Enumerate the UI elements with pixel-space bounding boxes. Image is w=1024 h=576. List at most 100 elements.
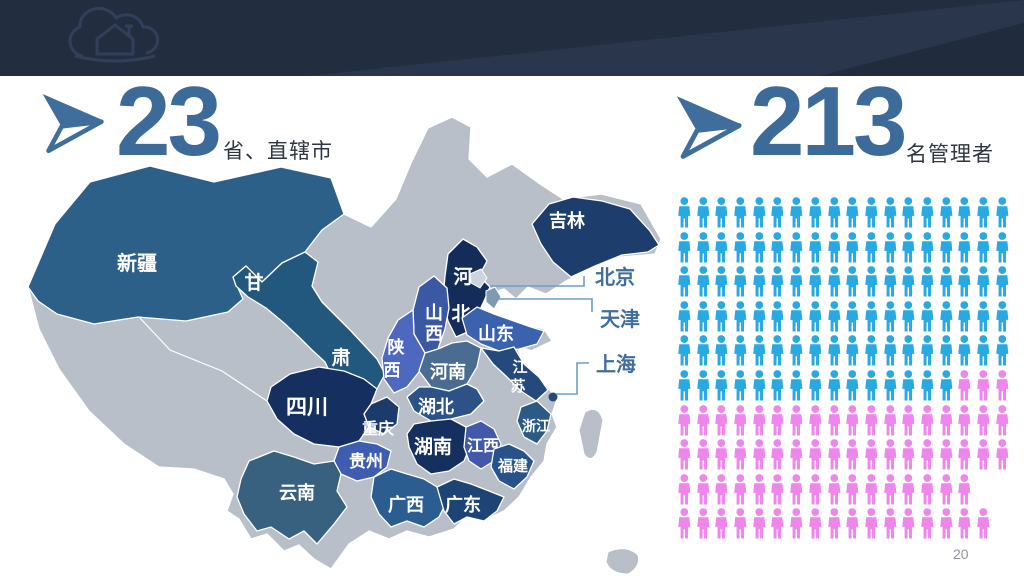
- province-label-yunnan: 云南: [279, 482, 315, 503]
- person-icon-blue: [863, 301, 880, 332]
- person-icon-blue: [751, 301, 768, 332]
- person-icon-blue: [676, 232, 693, 263]
- person-icon-blue: [807, 266, 824, 297]
- person-icon-blue: [695, 370, 712, 401]
- person-icon-pink: [863, 474, 880, 505]
- person-icon-blue: [956, 232, 973, 263]
- person-icon-blue: [863, 335, 880, 366]
- stat-value-provinces: 23: [116, 66, 222, 176]
- person-icon-blue: [695, 197, 712, 228]
- person-icon-pink: [732, 439, 749, 470]
- person-icon-blue: [863, 266, 880, 297]
- person-icon-blue: [826, 370, 843, 401]
- person-icon-blue: [882, 335, 899, 366]
- person-icon-pink: [919, 439, 936, 470]
- person-icon-blue: [732, 370, 749, 401]
- arrow-bullet-icon: [676, 96, 742, 159]
- person-icon-blue: [844, 370, 861, 401]
- page-number: 20: [953, 546, 969, 562]
- person-icon-pink: [676, 405, 693, 436]
- person-icon-blue: [769, 266, 786, 297]
- province-label-hubei: 湖北: [418, 397, 454, 417]
- person-icon-pink: [751, 439, 768, 470]
- person-icon-pink: [994, 439, 1011, 470]
- person-icon-blue: [994, 232, 1011, 263]
- map-island-taiwan: [578, 408, 604, 459]
- province-label-hunan: 湖南: [414, 436, 452, 458]
- person-icon-pink: [882, 508, 899, 539]
- pictogram-row: [676, 266, 1016, 297]
- person-icon-blue: [938, 301, 955, 332]
- pictogram-row: [676, 439, 1016, 470]
- person-icon-pink: [695, 439, 712, 470]
- person-icon-blue: [788, 335, 805, 366]
- person-icon-blue: [900, 335, 917, 366]
- person-icon-blue: [713, 301, 730, 332]
- person-icon-pink: [676, 474, 693, 505]
- person-icon-blue: [900, 232, 917, 263]
- person-icon-pink: [732, 508, 749, 539]
- person-icon-pink: [882, 439, 899, 470]
- province-label-fujian: 福建: [497, 457, 529, 475]
- callout-label-shanghai: 上海: [596, 352, 636, 376]
- stat-value-managers: 213: [750, 66, 908, 176]
- region-tianjin: [485, 286, 502, 310]
- person-icon-pink: [863, 508, 880, 539]
- person-icon-pink: [844, 439, 861, 470]
- person-icon-blue: [975, 335, 992, 366]
- person-icon-blue: [751, 232, 768, 263]
- person-icon-pink: [826, 508, 843, 539]
- person-icon-blue: [788, 370, 805, 401]
- person-icon-blue: [713, 266, 730, 297]
- province-label-guangxi: 广西: [388, 494, 424, 515]
- person-icon-blue: [676, 301, 693, 332]
- person-icon-pink: [713, 474, 730, 505]
- person-icon-pink: [863, 405, 880, 436]
- person-icon-pink: [732, 405, 749, 436]
- person-icon-pink: [751, 508, 768, 539]
- person-icon-blue: [788, 197, 805, 228]
- person-icon-pink: [882, 405, 899, 436]
- person-icon-pink: [788, 508, 805, 539]
- person-icon-pink: [807, 439, 824, 470]
- person-icon-blue: [788, 266, 805, 297]
- person-icon-pink: [956, 405, 973, 436]
- person-icon-blue: [732, 232, 749, 263]
- stat-label-provinces: 省、直辖市: [223, 140, 333, 163]
- person-icon-blue: [919, 301, 936, 332]
- person-icon-pink: [956, 474, 973, 505]
- person-icon-blue: [732, 335, 749, 366]
- person-icon-pink: [919, 508, 936, 539]
- cloud-house-logo-icon: [68, 6, 160, 63]
- person-icon-blue: [975, 301, 992, 332]
- person-icon-blue: [751, 266, 768, 297]
- person-icon-pink: [713, 405, 730, 436]
- person-icon-blue: [751, 335, 768, 366]
- person-icon-blue: [844, 197, 861, 228]
- person-icon-pink: [975, 405, 992, 436]
- person-icon-pink: [900, 508, 917, 539]
- province-label-gansu: 甘: [244, 272, 263, 294]
- province-label-guizhou: 贵州: [349, 451, 383, 471]
- person-icon-blue: [826, 232, 843, 263]
- province-label-shaanxi: 陕: [388, 337, 405, 357]
- person-icon-pink: [695, 474, 712, 505]
- person-icon-pink: [676, 508, 693, 539]
- person-icon-pink: [956, 370, 973, 401]
- person-icon-pink: [769, 508, 786, 539]
- person-icon-blue: [938, 266, 955, 297]
- person-icon-blue: [676, 370, 693, 401]
- person-icon-pink: [826, 405, 843, 436]
- person-icon-blue: [769, 197, 786, 228]
- province-label-chongqing: 重庆: [362, 419, 394, 438]
- province-label-sichuan: 四川: [286, 396, 328, 419]
- person-icon-blue: [919, 197, 936, 228]
- pictogram-row: [676, 405, 1016, 436]
- province-henan: [418, 340, 482, 392]
- province-guangdong: [436, 478, 505, 525]
- person-icon-pink: [956, 439, 973, 470]
- province-shandong: [461, 306, 545, 352]
- person-icon-blue: [788, 301, 805, 332]
- person-icon-blue: [769, 301, 786, 332]
- province-yunnan: [236, 450, 348, 545]
